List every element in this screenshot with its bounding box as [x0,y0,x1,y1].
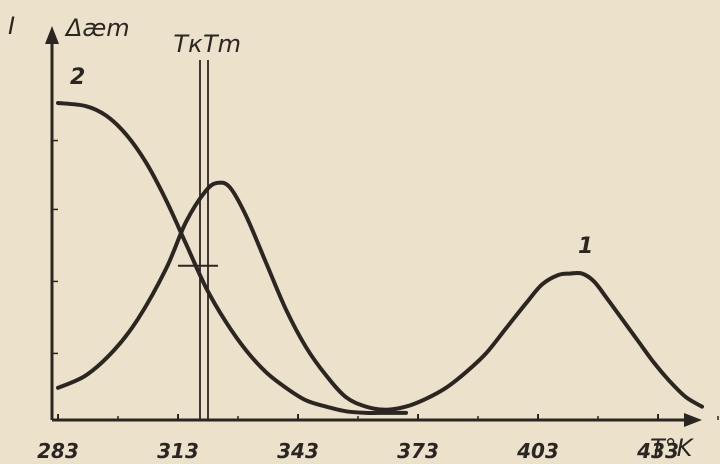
series-labels: 12 [70,65,593,259]
x-tick-label: 283 [37,439,79,463]
axes [45,26,719,427]
x-tick-label: 403 [516,439,559,463]
marker-label: Tm [203,30,241,58]
x-axis-label: T°K [650,434,695,462]
curve-1 [56,180,704,412]
curve-label-1: 1 [578,234,593,259]
x-tick-label: 313 [157,439,199,463]
curve-label-2: 2 [70,65,85,90]
y-ticks [52,139,58,355]
y-axis-label-left: I [8,12,15,40]
x-axis-arrow [684,413,702,427]
x-tick-label: 343 [277,439,319,463]
markers: Tк Tm [173,30,241,420]
y-axis-arrow [45,26,59,44]
curve-2 [56,101,408,415]
y-axis-label-right: Δæm [64,14,130,42]
series [56,101,704,415]
x-ticks [57,414,719,420]
marker-label: Tк [173,30,203,58]
x-tick-label: 373 [397,439,439,463]
x-tick-labels: 283 313 343 373 403 433 [37,439,679,463]
x-tick-label: 433 [636,439,679,463]
